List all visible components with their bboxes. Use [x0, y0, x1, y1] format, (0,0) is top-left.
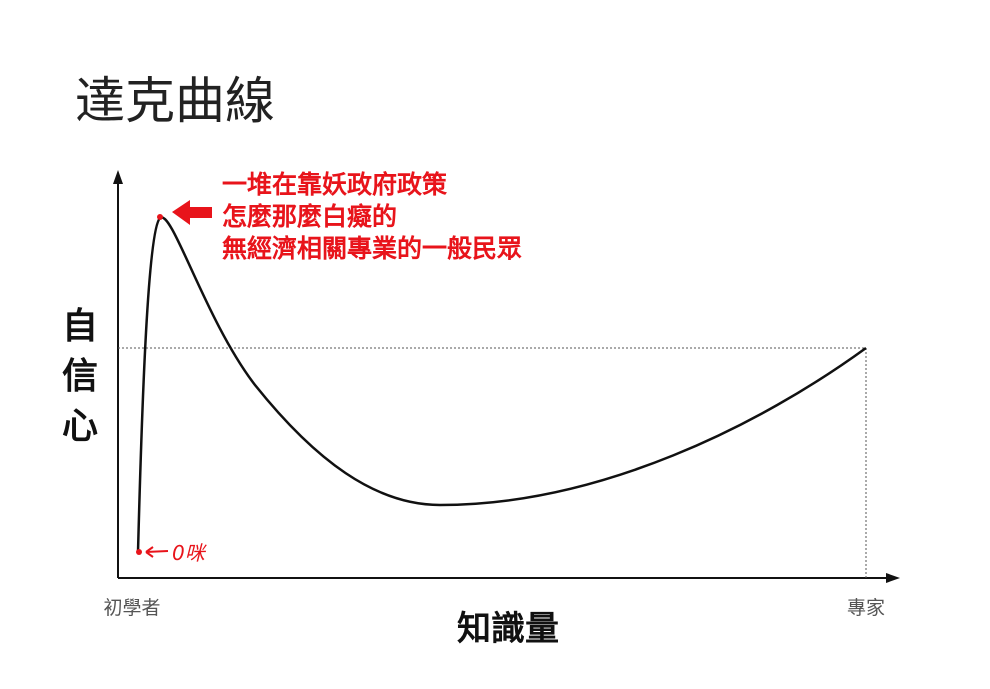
y-arrow — [113, 170, 123, 184]
start-note: 0咪 — [172, 541, 208, 565]
annotation-line: 無經濟相關專業的一般民眾 — [222, 234, 522, 263]
curve — [136, 216, 867, 553]
x-start-label: 初學者 — [103, 597, 160, 619]
y-axis-label: 自信心 — [62, 306, 98, 447]
title: 達克曲線 — [75, 72, 275, 130]
note-arrow — [145, 546, 169, 558]
annotation-line: 怎麼那麼白癡的 — [222, 202, 397, 231]
x-arrow — [886, 573, 900, 583]
annotation-line: 一堆在靠妖政府政策 — [222, 170, 448, 199]
annotation-arrow — [172, 200, 212, 225]
x-end-label: 專家 — [847, 597, 885, 619]
x-axis-label: 知識量 — [457, 609, 559, 649]
peak-dot — [157, 214, 163, 220]
start-dot — [136, 549, 142, 555]
y-axis-label-text: 自信心 — [62, 306, 98, 447]
